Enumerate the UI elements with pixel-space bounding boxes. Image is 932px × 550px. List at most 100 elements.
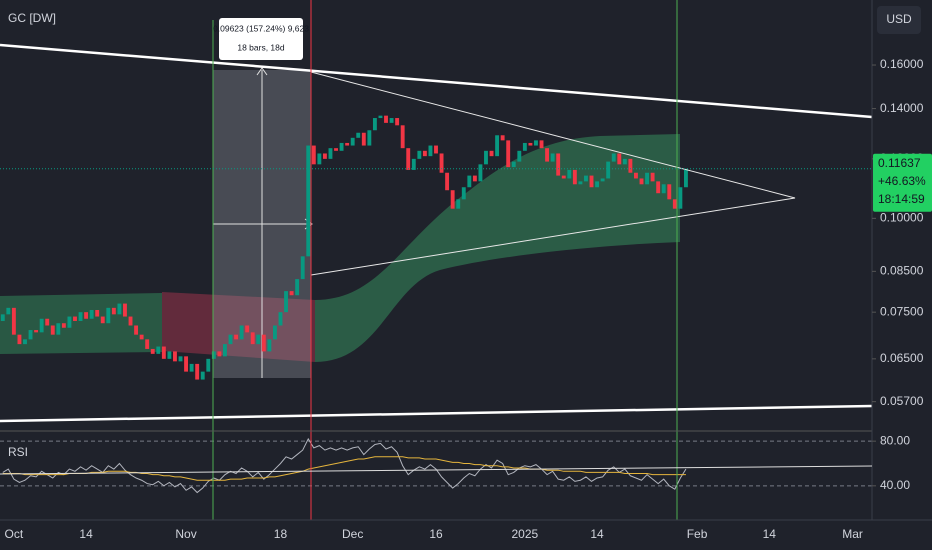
candle: [472, 175, 477, 182]
currency[interactable]: USD: [886, 12, 912, 26]
candle: [350, 137, 355, 146]
price-label-countdown: 18:14:59: [878, 192, 925, 206]
candle: [56, 323, 61, 335]
candle: [78, 312, 83, 321]
candle: [6, 307, 11, 315]
candle: [173, 351, 177, 362]
triangle: [310, 71, 796, 276]
candle: [217, 351, 222, 357]
candle: [67, 316, 72, 328]
candle: [245, 325, 250, 333]
candle: [306, 145, 311, 257]
candle: [0, 314, 5, 321]
candle: [678, 187, 683, 209]
candle: [117, 303, 122, 315]
measure-span: 18 bars, 18d: [237, 42, 285, 52]
candle: [517, 150, 522, 162]
candle: [417, 150, 422, 159]
x-tick-label: 16: [429, 527, 443, 541]
candle: [156, 346, 161, 354]
candle: [445, 172, 450, 191]
x-tick-label: 14: [763, 527, 777, 541]
measure-change: 0.09623 (157.24%) 9,623: [213, 23, 309, 33]
candle: [561, 175, 566, 179]
candle: [395, 118, 400, 126]
candle: [211, 351, 216, 359]
candle: [550, 153, 555, 162]
candle: [450, 190, 455, 209]
rsi-trendline: [0, 465, 873, 475]
candle: [128, 316, 133, 326]
candle: [478, 164, 483, 182]
candle: [511, 161, 516, 168]
candle: [178, 356, 183, 362]
currency-button[interactable]: [877, 6, 921, 34]
candle: [311, 145, 316, 165]
candle: [267, 339, 272, 352]
y-tick-label: 0.16000: [880, 57, 924, 71]
y-tick-label: 0.10000: [880, 211, 924, 225]
candle: [284, 291, 288, 313]
candle: [656, 181, 661, 194]
candle: [100, 316, 105, 324]
candle: [622, 158, 627, 165]
candle: [256, 334, 261, 345]
y-tick-label: 0.07500: [880, 304, 924, 318]
rsi-line: [2, 437, 687, 494]
candle: [34, 330, 39, 333]
x-tick-label: 18: [274, 527, 288, 541]
candle: [650, 172, 655, 182]
x-tick-label: Nov: [175, 527, 196, 541]
band-red: [162, 292, 315, 362]
candle: [539, 140, 544, 149]
x-tick-label: Feb: [687, 527, 708, 541]
candle: [384, 115, 388, 123]
candle: [106, 307, 111, 324]
candle: [617, 153, 622, 165]
candle: [600, 178, 605, 182]
y-tick-label: 0.14000: [880, 101, 924, 115]
candle: [667, 184, 672, 200]
candle: [145, 339, 150, 349]
candle: [161, 346, 166, 359]
trendline: [0, 404, 873, 423]
candle: [328, 148, 333, 159]
candle: [567, 169, 572, 179]
candle: [334, 148, 338, 151]
candle: [84, 312, 89, 319]
candle: [39, 318, 44, 333]
candle: [95, 309, 100, 317]
candle: [572, 169, 577, 185]
x-tick-label: Mar: [842, 527, 863, 541]
candle: [606, 161, 611, 179]
candle: [406, 148, 411, 170]
candle: [522, 142, 527, 151]
candle: [184, 356, 189, 372]
rsi-title: RSI: [8, 445, 28, 459]
arrow-head: [256, 67, 268, 76]
candle: [389, 118, 394, 123]
candle: [595, 181, 600, 188]
candle: [495, 135, 500, 157]
x-tick-label: 2025: [512, 527, 539, 541]
y-tick-label: 0.05700: [880, 394, 924, 408]
candle: [228, 334, 233, 345]
candle: [17, 334, 22, 345]
x-tick-label: 14: [79, 527, 93, 541]
x-tick-label: 14: [590, 527, 604, 541]
candle: [272, 325, 277, 340]
candle: [378, 115, 383, 119]
candle: [345, 142, 350, 146]
candle: [195, 363, 200, 380]
candle: [23, 339, 27, 345]
candle: [206, 358, 211, 372]
candle: [672, 199, 677, 209]
candle: [289, 291, 294, 296]
candle: [139, 334, 144, 340]
band: [315, 134, 680, 362]
candle: [400, 125, 405, 149]
candle: [528, 142, 533, 146]
candle: [261, 334, 266, 352]
